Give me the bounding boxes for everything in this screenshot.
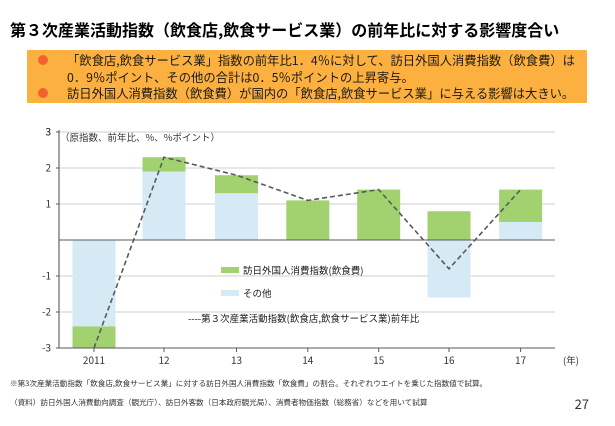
svg-text:15: 15 bbox=[373, 352, 385, 367]
svg-text:2011: 2011 bbox=[83, 352, 105, 367]
svg-text:-3: -3 bbox=[42, 340, 51, 355]
svg-text:14: 14 bbox=[302, 352, 314, 367]
svg-text:12: 12 bbox=[158, 352, 170, 367]
svg-text:-1: -1 bbox=[42, 268, 51, 283]
svg-text:16: 16 bbox=[443, 352, 455, 367]
svg-text:2: 2 bbox=[45, 160, 51, 175]
svg-text:(年): (年) bbox=[563, 353, 579, 367]
svg-text:3: 3 bbox=[45, 124, 51, 139]
svg-text:1: 1 bbox=[45, 196, 51, 211]
svg-text:-2: -2 bbox=[42, 304, 51, 319]
svg-text:13: 13 bbox=[231, 352, 242, 367]
svg-text:17: 17 bbox=[515, 352, 527, 367]
